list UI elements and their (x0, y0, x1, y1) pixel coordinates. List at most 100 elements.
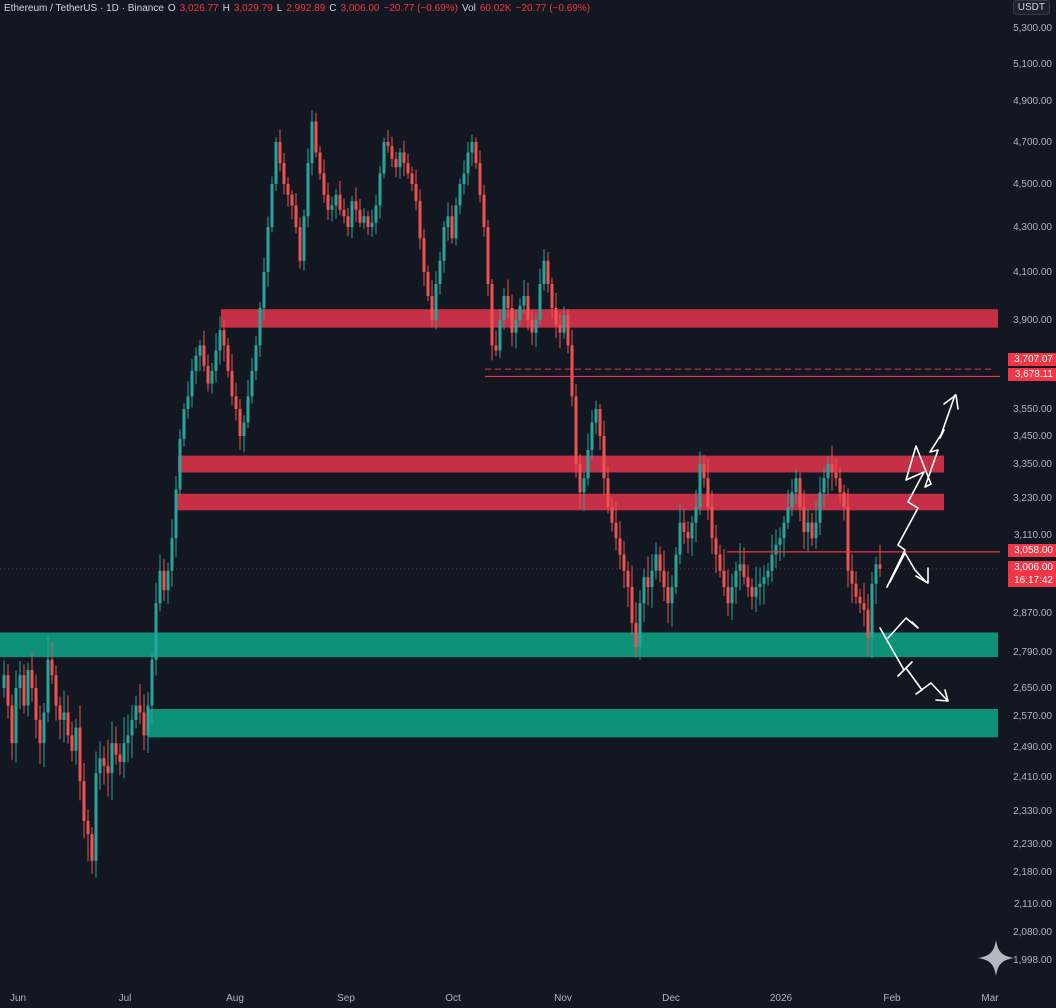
candle-body (510, 308, 514, 333)
candle-body (758, 583, 762, 587)
candle-body (538, 284, 542, 320)
candle-body (62, 712, 66, 720)
price-tag-countdown: 16:17:42 (1008, 574, 1056, 587)
candle-body (806, 522, 810, 532)
candlestick-series (2, 110, 882, 878)
y-tick-label: 3,550.00 (1013, 404, 1052, 415)
y-tick-label: 3,900.00 (1013, 315, 1052, 326)
candle-body (422, 238, 426, 272)
candle-body (762, 577, 766, 584)
candle-body (634, 622, 638, 648)
y-tick-label: 4,100.00 (1013, 267, 1052, 278)
candle-body (242, 422, 246, 436)
candle-body (142, 712, 146, 736)
volume-change: −20.77 (−0.69%) (515, 2, 591, 14)
y-tick-label: 3,350.00 (1013, 459, 1052, 470)
high-value: 3,029.79 (233, 2, 273, 14)
candle-body (626, 570, 630, 587)
candle-body (122, 743, 126, 762)
change-value: −20.77 (−0.69%) (383, 2, 458, 14)
candle-body (478, 163, 482, 195)
candle-body (502, 296, 506, 320)
candle-body (726, 587, 730, 604)
candle-body (262, 272, 266, 308)
x-tick-label: 2026 (770, 993, 793, 1004)
candle-body (114, 743, 118, 755)
candle-body (786, 507, 790, 523)
candle-body (286, 184, 290, 195)
currency-badge[interactable]: USDT (1012, 0, 1050, 15)
candle-body (594, 409, 598, 423)
candle-body (366, 216, 370, 227)
candle-body (410, 173, 414, 184)
candle-body (430, 296, 434, 320)
candle-body (638, 603, 642, 648)
candle-body (750, 587, 754, 597)
candle-body (682, 522, 686, 532)
y-tick-label: 2,650.00 (1013, 683, 1052, 694)
bearish-arrow-path (879, 627, 948, 701)
y-tick-label: 3,230.00 (1013, 493, 1052, 504)
candle-body (746, 577, 750, 587)
x-tick-label: Oct (445, 993, 461, 1004)
candle-body (866, 609, 870, 638)
candle-body (266, 227, 270, 272)
candle-body (138, 705, 142, 713)
candle-body (58, 705, 62, 720)
candle-body (166, 570, 170, 591)
candle-body (678, 522, 682, 555)
x-axis[interactable]: Jun Jul Aug Sep Oct Nov Dec 2026 Feb Mar (10, 993, 999, 1004)
candle-body (518, 305, 522, 320)
candle-body (570, 345, 574, 397)
candle-body (470, 142, 474, 153)
candle-body (258, 308, 262, 346)
candle-body (546, 260, 550, 284)
candle-body (850, 570, 854, 584)
candle-body (194, 355, 198, 371)
candle-body (326, 194, 330, 210)
candle-body (174, 489, 178, 539)
candle-body (822, 478, 826, 493)
candle-body (30, 670, 34, 688)
candle-body (358, 209, 362, 223)
y-tick-label: 2,080.00 (1013, 927, 1052, 938)
candle-body (374, 205, 378, 223)
candle-body (398, 152, 402, 168)
candle-body (426, 272, 430, 296)
candle-body (146, 705, 150, 736)
symbol-name[interactable]: Ethereum / TetherUS · 1D · Binance (4, 2, 164, 14)
candle-body (82, 781, 86, 821)
y-tick-label: 4,500.00 (1013, 179, 1052, 190)
y-tick-label: 2,110.00 (1014, 899, 1053, 910)
candle-body (90, 834, 94, 861)
candle-body (10, 705, 14, 744)
low-label: L (276, 2, 283, 14)
y-tick-label: 2,330.00 (1013, 806, 1052, 817)
candle-body (662, 570, 666, 587)
candle-body (670, 587, 674, 604)
candle-body (618, 538, 622, 555)
candle-body (234, 396, 238, 409)
candle-body (106, 765, 110, 774)
y-tick-label: 2,870.00 (1013, 608, 1052, 619)
candle-body (454, 205, 458, 239)
resistance-zone-3900 (221, 309, 998, 328)
candle-body (778, 538, 782, 545)
symbol-header: Ethereum / TetherUS · 1D · Binance O 3,02… (4, 1, 590, 15)
candle-body (842, 492, 846, 508)
candle-body (314, 121, 318, 153)
candle-body (754, 587, 758, 597)
candle-body (238, 409, 242, 436)
y-axis[interactable]: 5,300.00 5,100.00 4,900.00 4,700.00 4,500.00… (1000, 0, 1056, 1008)
candle-body (214, 350, 218, 371)
candle-body (390, 146, 394, 159)
candle-body (438, 260, 442, 284)
candle-body (686, 531, 690, 539)
x-tick-label: Nov (554, 993, 572, 1004)
candle-body (566, 315, 570, 346)
support-resistance-zones (0, 309, 998, 738)
y-tick-label: 5,300.00 (1013, 23, 1052, 34)
candle-body (666, 587, 670, 604)
